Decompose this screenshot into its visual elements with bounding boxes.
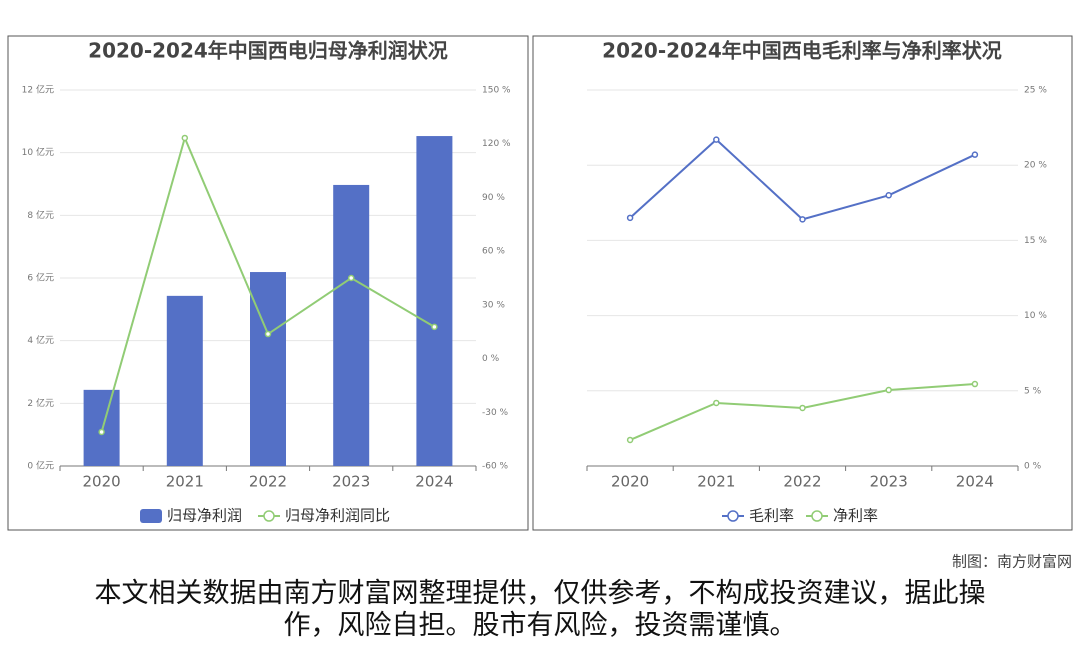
y2-tick-label: 30 %	[482, 300, 505, 310]
legend-label: 毛利率	[749, 507, 794, 525]
y2-tick-label: 10 %	[1024, 311, 1047, 321]
x-tick-label: 2021	[166, 473, 204, 491]
point	[98, 428, 105, 436]
y2-tick-label: 90 %	[482, 193, 505, 203]
legend-label: 归母净利润同比	[285, 507, 390, 525]
point	[347, 274, 355, 282]
point	[799, 404, 806, 412]
x-tick-label: 2023	[332, 473, 370, 491]
chart-frame	[532, 35, 1073, 531]
legend-label: 归母净利润	[167, 507, 242, 525]
bar	[166, 295, 203, 466]
x-tick-label: 2021	[697, 473, 735, 491]
y2-tick-label: 15 %	[1024, 236, 1047, 246]
legend-swatch	[727, 510, 739, 522]
point	[885, 192, 892, 199]
line	[629, 383, 975, 441]
legend-swatch	[263, 510, 275, 522]
x-tick-label: 2024	[956, 473, 994, 491]
legend-swatch	[811, 510, 823, 522]
charts: 制图：南方财富网 2020-2024年中国西电归母净利润状况 0 亿元 2 亿元 4 …	[7, 35, 1073, 571]
y2-tick-label: -60 %	[482, 462, 509, 472]
y-tick-label: 10 亿元	[22, 146, 54, 158]
point	[971, 151, 979, 158]
x-tick-label: 2024	[415, 473, 453, 491]
y2-tick-label: 25 %	[1024, 86, 1047, 96]
y-tick-label: 2 亿元	[27, 397, 54, 409]
x-tick-label: 2023	[870, 473, 908, 491]
point	[799, 216, 806, 223]
y2-tick-label: 120 %	[482, 139, 511, 149]
y-tick-label: 8 亿元	[27, 209, 54, 221]
x-tick-label: 2020	[83, 473, 121, 491]
line	[629, 138, 976, 221]
point	[264, 330, 272, 338]
chart-frame	[7, 35, 529, 531]
x-tick-label: 2020	[611, 473, 649, 491]
y-tick-label: 6 亿元	[27, 272, 54, 284]
point	[626, 214, 634, 222]
bar	[250, 272, 286, 466]
y2-tick-label: 0 %	[1024, 462, 1042, 472]
y-tick-label: 0 亿元	[27, 460, 54, 472]
y2-tick-label: -30 %	[482, 408, 509, 418]
chart-title: 2020-2024年中国西电归母净利润状况	[88, 39, 448, 63]
y2-tick-label: 5 %	[1024, 386, 1042, 396]
chart-title: 2020-2024年中国西电毛利率与净利率状况	[602, 39, 1002, 63]
point	[971, 380, 979, 388]
point	[431, 323, 438, 331]
y-tick-label: 4 亿元	[27, 334, 54, 346]
y2-tick-label: 60 %	[482, 247, 505, 257]
bar	[83, 389, 120, 466]
bar	[416, 136, 453, 466]
y2-tick-label: 20 %	[1024, 161, 1047, 171]
disclaimer: 本文相关数据由南方财富网整理提供，仅供参考，不构成投资建议，据此操作，风险自担。…	[94, 578, 986, 641]
x-tick-label: 2022	[249, 473, 287, 491]
point	[713, 136, 720, 143]
bar	[333, 184, 370, 466]
y2-tick-label: 150 %	[482, 86, 511, 96]
point	[885, 386, 892, 394]
point	[713, 399, 720, 407]
point	[181, 134, 189, 142]
y-tick-label: 12 亿元	[22, 84, 54, 96]
credit: 制图：南方财富网	[952, 553, 1072, 571]
x-tick-label: 2022	[783, 473, 821, 491]
y2-tick-label: 0 %	[482, 354, 500, 364]
legend-swatch	[140, 509, 162, 523]
legend-label: 净利率	[833, 507, 878, 525]
point	[626, 436, 634, 444]
